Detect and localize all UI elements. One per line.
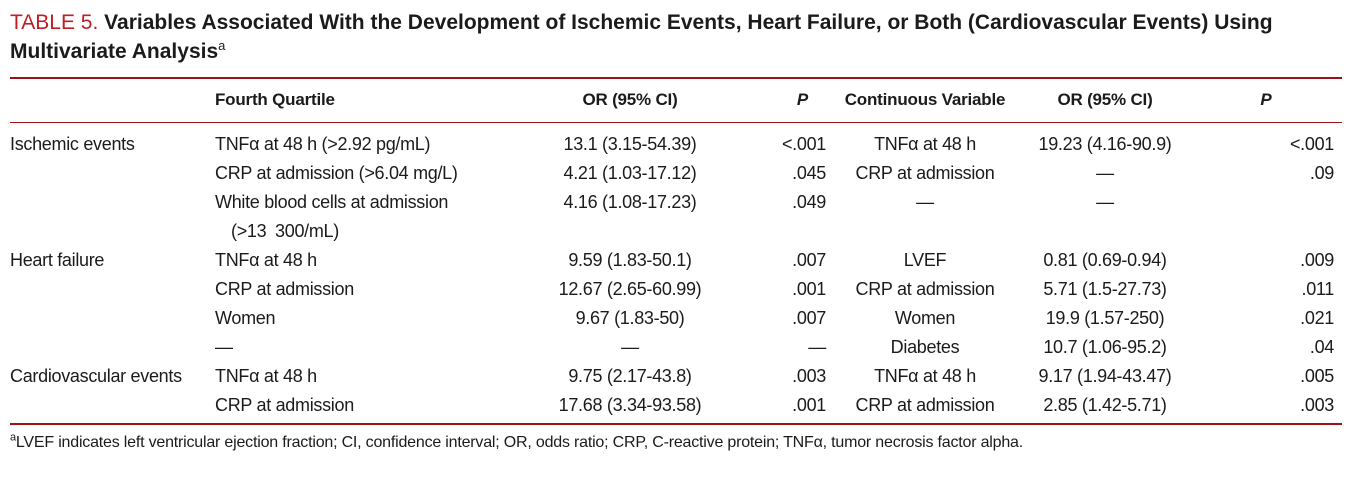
cont-p-cell: .011 — [1301, 279, 1335, 299]
fq-p-cell: .049 — [792, 192, 826, 212]
footnote: aLVEF indicates left ventricular ejectio… — [10, 432, 1342, 453]
fq-p-cell: .007 — [792, 250, 826, 270]
row-group-label — [10, 304, 215, 333]
cont-variable-cell: CRP at admission — [855, 163, 995, 183]
fq-p-cell: .003 — [792, 366, 826, 386]
fq-or-cell: 17.68 (3.34-93.58) — [558, 395, 702, 415]
header-fq-or-ci: OR (95% CI) — [545, 79, 715, 123]
table-row-heart-failure-4: — — — Diabetes 10.7 (1.06-95.2) .04 — [10, 333, 1342, 362]
table-row-ischemic-2: CRP at admission (>6.04 mg/L) 4.21 (1.03… — [10, 159, 1342, 188]
cont-or-cell: 5.71 (1.5-27.73) — [1043, 279, 1167, 299]
fq-or-cell: 12.67 (2.65-60.99) — [558, 279, 702, 299]
footnote-text: LVEF indicates left ventricular ejection… — [15, 434, 1023, 451]
table-row-ischemic-1: Ischemic events TNFα at 48 h (>2.92 pg/m… — [10, 123, 1342, 160]
fq-variable-cell: — — [215, 337, 233, 357]
fq-p-cell: .045 — [792, 163, 826, 183]
fq-or-cell: 9.59 (1.83-50.1) — [568, 250, 692, 270]
header-group-spacer — [10, 79, 215, 123]
paper-table-page: TABLE 5. Variables Associated With the D… — [0, 8, 1352, 453]
fq-variable-cell: Women — [215, 308, 276, 328]
fq-variable-cell: White blood cells at admission (>13 300/… — [215, 188, 545, 246]
cont-or-cell: 19.23 (4.16-90.9) — [1038, 134, 1172, 154]
fq-variable-cell: TNFα at 48 h — [215, 366, 317, 386]
header-continuous-variable: Continuous Variable — [830, 79, 1020, 123]
fq-p-cell: .001 — [792, 395, 826, 415]
fq-or-cell: 9.75 (2.17-43.8) — [568, 366, 692, 386]
cont-or-cell: 9.17 (1.94-43.47) — [1038, 366, 1172, 386]
table-title-text: Variables Associated With the Developmen… — [10, 11, 1273, 63]
table-row-ischemic-3: White blood cells at admission (>13 300/… — [10, 188, 1342, 246]
cont-p-cell: .003 — [1300, 395, 1334, 415]
fq-variable-line2: (>13 300/mL) — [231, 221, 339, 241]
row-group-label — [10, 333, 215, 362]
fq-variable-cell: CRP at admission — [215, 395, 354, 415]
top-rule — [10, 77, 1342, 79]
row-group-label: Cardiovascular events — [10, 366, 182, 386]
cont-or-cell: 0.81 (0.69-0.94) — [1043, 250, 1167, 270]
cont-or-cell: 10.7 (1.06-95.2) — [1043, 337, 1167, 357]
fq-or-cell: 13.1 (3.15-54.39) — [563, 134, 697, 154]
header-fq-p-value: P — [715, 79, 830, 123]
row-group-label — [10, 188, 215, 246]
fq-p-cell: .001 — [792, 279, 826, 299]
fq-or-cell: 4.16 (1.08-17.23) — [563, 192, 697, 212]
title-footnote-marker: a — [218, 38, 226, 53]
table-number-label: TABLE 5. — [10, 11, 99, 34]
cont-variable-cell: TNFα at 48 h — [874, 366, 976, 386]
table-row-heart-failure-3: Women 9.67 (1.83-50) .007 Women 19.9 (1.… — [10, 304, 1342, 333]
fq-variable-cell: CRP at admission (>6.04 mg/L) — [215, 163, 458, 183]
table-row-heart-failure-2: CRP at admission 12.67 (2.65-60.99) .001… — [10, 275, 1342, 304]
fq-p-cell: <.001 — [781, 134, 826, 154]
cont-p-cell: .009 — [1300, 250, 1334, 270]
row-group-label — [10, 275, 215, 304]
cont-variable-cell: Diabetes — [890, 337, 960, 357]
cont-p-cell: .04 — [1309, 337, 1334, 357]
bottom-rule — [10, 423, 1342, 425]
header-fourth-quartile: Fourth Quartile — [215, 79, 545, 123]
cont-variable-cell: TNFα at 48 h — [874, 134, 976, 154]
cont-or-cell: — — [1096, 163, 1114, 183]
footnote-marker: a — [10, 431, 16, 444]
row-group-label — [10, 391, 215, 420]
table-row-heart-failure-1: Heart failure TNFα at 48 h 9.59 (1.83-50… — [10, 246, 1342, 275]
table-row-cardiovascular-2: CRP at admission 17.68 (3.34-93.58) .001… — [10, 391, 1342, 420]
table-row-cardiovascular-1: Cardiovascular events TNFα at 48 h 9.75 … — [10, 362, 1342, 391]
header-row: Fourth Quartile OR (95% CI) P Continuous… — [10, 79, 1342, 123]
cont-or-cell: 19.9 (1.57-250) — [1045, 308, 1165, 328]
row-group-label: Heart failure — [10, 250, 105, 270]
fq-variable-line1: White blood cells at admission — [215, 192, 449, 212]
row-group-label: Ischemic events — [10, 134, 135, 154]
header-cont-or-ci: OR (95% CI) — [1020, 79, 1190, 123]
fq-or-cell: 4.21 (1.03-17.12) — [563, 163, 697, 183]
fq-p-cell: .007 — [792, 308, 826, 328]
fq-or-cell: 9.67 (1.83-50) — [575, 308, 685, 328]
cont-variable-cell: CRP at admission — [855, 395, 995, 415]
cont-p-cell: .09 — [1309, 163, 1334, 183]
fq-variable-cell: TNFα at 48 h (>2.92 pg/mL) — [215, 134, 431, 154]
cont-p-cell: .021 — [1300, 308, 1334, 328]
cont-or-cell: 2.85 (1.42-5.71) — [1043, 395, 1167, 415]
fq-or-cell: — — [621, 337, 639, 357]
multivariate-analysis-table: Fourth Quartile OR (95% CI) P Continuous… — [10, 79, 1342, 420]
fq-p-cell: — — [808, 337, 826, 357]
header-cont-p-value: P — [1190, 79, 1342, 123]
cont-p-cell — [1190, 188, 1342, 246]
fq-variable-cell: CRP at admission — [215, 279, 354, 299]
cont-variable-cell: CRP at admission — [855, 279, 995, 299]
cont-variable-cell: LVEF — [903, 250, 947, 270]
row-group-label — [10, 159, 215, 188]
cont-variable-cell: — — [916, 192, 934, 212]
cont-p-cell: <.001 — [1289, 134, 1334, 154]
table-caption: TABLE 5. Variables Associated With the D… — [10, 8, 1342, 66]
cont-or-cell: — — [1096, 192, 1114, 212]
cont-variable-cell: Women — [894, 308, 956, 328]
cont-p-cell: .005 — [1300, 366, 1334, 386]
fq-variable-cell: TNFα at 48 h — [215, 250, 317, 270]
